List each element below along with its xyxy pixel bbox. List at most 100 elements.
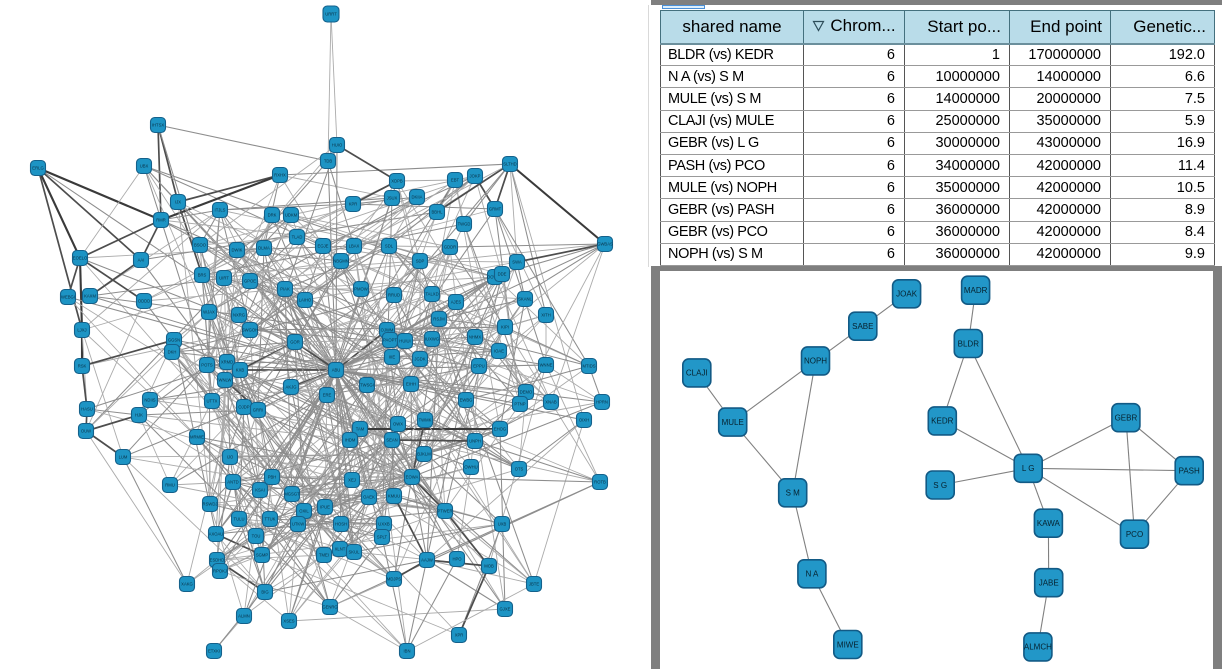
svg-text:ALMCH: ALMCH	[1024, 643, 1052, 652]
svg-text:SKANL: SKANL	[518, 297, 532, 302]
svg-text:NDIIS: NDIIS	[144, 398, 155, 403]
svg-text:LJXJ: LJXJ	[77, 328, 86, 333]
svg-text:PCO: PCO	[1126, 530, 1143, 539]
svg-text:ODDD: ODDD	[138, 299, 150, 304]
svg-text:DKH: DKH	[168, 350, 177, 355]
svg-text:JSUX: JSUX	[387, 196, 398, 201]
svg-text:XPR: XPR	[455, 633, 464, 638]
svg-text:IIIE: IIIE	[389, 355, 395, 360]
svg-text:L G: L G	[1022, 464, 1035, 473]
svg-text:OJWM: OJWM	[381, 328, 394, 333]
svg-text:HOSH: HOSH	[335, 522, 347, 527]
svg-text:XDPB: XDPB	[391, 179, 403, 184]
svg-text:EIHH: EIHH	[406, 382, 416, 387]
svg-text:TWMK: TWMK	[419, 418, 432, 423]
svg-text:GDDR: GDDR	[444, 245, 456, 250]
svg-text:SWGOH: SWGOH	[242, 328, 258, 333]
svg-text:GRMT: GRMT	[489, 207, 502, 212]
svg-text:XAKG: XAKG	[181, 582, 193, 587]
svg-text:ANTD: ANTD	[227, 480, 238, 485]
svg-text:AXOAU: AXOAU	[209, 532, 224, 537]
svg-text:LAIHO: LAIHO	[299, 298, 312, 303]
svg-text:UBX: UBX	[140, 164, 149, 169]
svg-text:SKUL: SKUL	[349, 550, 361, 555]
svg-text:EWBG: EWBG	[460, 398, 473, 403]
svg-text:JGDK: JGDK	[414, 357, 425, 362]
svg-text:LUM: LUM	[119, 455, 128, 460]
svg-text:SLTHD: SLTHD	[503, 162, 516, 167]
svg-text:KSAI: KSAI	[255, 488, 265, 493]
svg-text:NOPH: NOPH	[804, 357, 827, 366]
svg-text:MADR: MADR	[964, 286, 988, 295]
svg-text:UXB: UXB	[498, 522, 507, 527]
svg-text:DEMO: DEMO	[520, 390, 533, 395]
svg-text:NBGMN: NBGMN	[333, 259, 349, 264]
svg-text:IPUE: IPUE	[320, 505, 330, 510]
svg-text:EBT: EBT	[451, 178, 460, 183]
svg-text:XITH: XITH	[541, 313, 551, 318]
svg-text:DDE: DDE	[498, 272, 507, 277]
svg-text:OTS: OTS	[515, 467, 524, 472]
svg-text:SDL: SDL	[385, 244, 394, 249]
svg-text:WEBGI: WEBGI	[61, 295, 75, 300]
svg-text:WNLW: WNLW	[219, 378, 232, 383]
svg-text:RSK: RSK	[78, 364, 87, 369]
svg-text:XLNT: XLNT	[335, 547, 346, 552]
svg-text:IHTSX: IHTSX	[152, 123, 165, 128]
svg-text:EHOG: EHOG	[494, 427, 506, 432]
svg-text:HASU: HASU	[81, 407, 93, 412]
svg-text:AKJG: AKJG	[286, 385, 297, 390]
svg-text:EGJE: EGJE	[318, 244, 329, 249]
svg-text:JOKP: JOKP	[470, 174, 481, 179]
svg-text:JBTE: JBTE	[529, 582, 539, 587]
svg-text:RRUD: RRUD	[388, 293, 400, 298]
svg-text:OXIL: OXIL	[299, 509, 309, 514]
svg-text:URRT: URRT	[325, 12, 337, 17]
svg-text:TTUK: TTUK	[265, 517, 276, 522]
svg-text:IOAE: IOAE	[494, 349, 504, 354]
svg-text:SEAN: SEAN	[386, 438, 397, 443]
svg-text:KAWA: KAWA	[1037, 519, 1061, 528]
svg-text:OAEK: OAEK	[363, 495, 375, 500]
svg-text:HPRN: HPRN	[596, 400, 608, 405]
svg-text:TWGD: TWGD	[458, 222, 471, 227]
svg-text:SGMP: SGMP	[256, 553, 269, 558]
svg-text:UIRT: UIRT	[219, 276, 229, 281]
svg-text:DRK: DRK	[268, 213, 277, 218]
svg-text:ALMN: ALMN	[238, 614, 250, 619]
svg-text:S M: S M	[786, 489, 801, 498]
svg-text:GPOE: GPOE	[244, 279, 256, 284]
svg-text:OUW: OUW	[81, 429, 91, 434]
svg-text:WJAX: WJAX	[203, 310, 215, 315]
svg-text:TDB: TDB	[324, 159, 333, 164]
svg-text:PBH: PBH	[268, 475, 277, 480]
svg-text:GOR: GOR	[290, 340, 300, 345]
svg-text:MDJPS: MDJPS	[387, 577, 401, 582]
svg-text:XNAB: XNAB	[545, 400, 557, 405]
svg-text:KAXM: KAXM	[84, 294, 96, 299]
svg-text:ERLG: ERLG	[32, 166, 43, 171]
svg-text:RSJM: RSJM	[433, 317, 445, 322]
svg-text:TMEI: TMEI	[319, 553, 329, 558]
svg-text:ABU: ABU	[332, 368, 341, 373]
svg-text:DLMA: DLMA	[258, 246, 270, 251]
svg-text:AJES: AJES	[451, 300, 462, 305]
svg-text:SWA: SWA	[512, 260, 522, 265]
svg-text:KIPI: KIPI	[501, 325, 509, 330]
svg-text:GJXE: GJXE	[500, 607, 511, 612]
svg-text:MTIDS: MTIDS	[582, 364, 595, 369]
svg-text:UNPH: UNPH	[469, 439, 481, 444]
svg-text:PTNP: PTNP	[514, 402, 525, 407]
svg-text:SABE: SABE	[852, 322, 873, 331]
svg-text:MULE: MULE	[722, 418, 744, 427]
svg-text:ESDHD: ESDHD	[210, 558, 225, 563]
svg-text:PTWER: PTWER	[437, 509, 452, 514]
svg-text:TOU: TOU	[252, 534, 261, 539]
svg-text:KMUU: KMUU	[388, 494, 400, 499]
svg-text:MIWE: MIWE	[837, 640, 859, 649]
svg-text:DKIIA: DKIIA	[412, 195, 423, 200]
svg-text:JABE: JABE	[1039, 579, 1059, 588]
svg-text:BJKLM: BJKLM	[417, 452, 431, 457]
svg-text:GEBR: GEBR	[1115, 414, 1138, 423]
svg-text:BRS: BRS	[198, 273, 207, 278]
